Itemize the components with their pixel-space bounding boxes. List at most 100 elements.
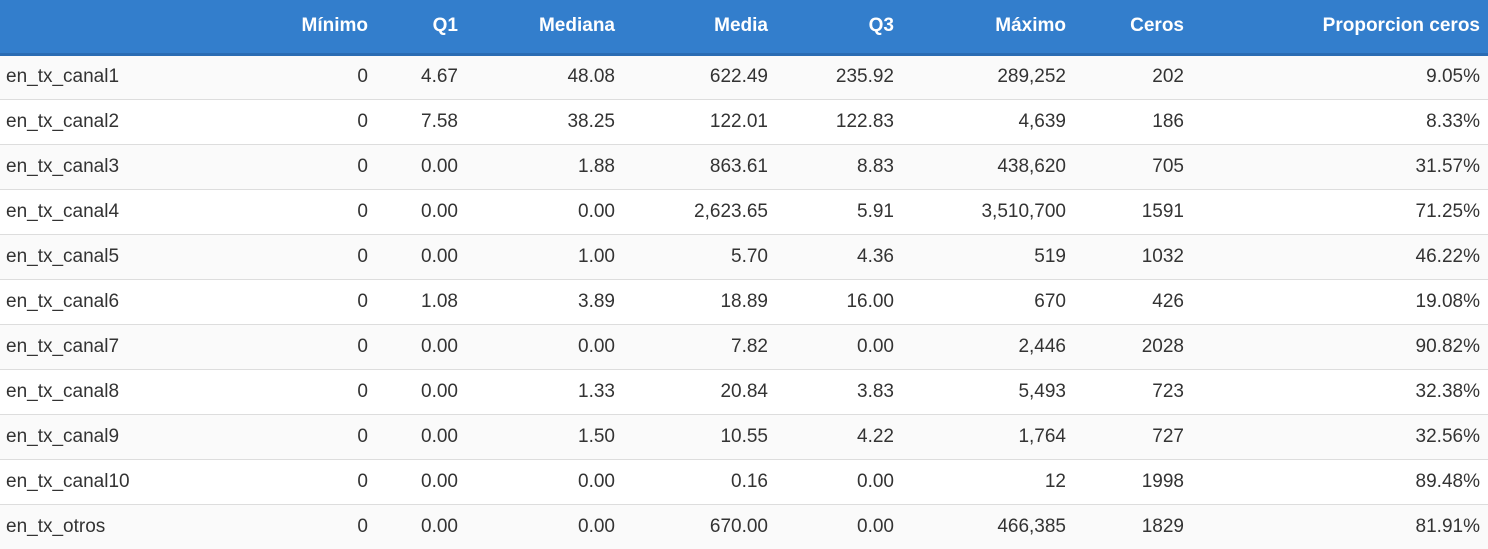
cell-q3: 4.36 <box>776 233 902 279</box>
table-row: en_tx_canal1 0 4.67 48.08 622.49 235.92 289,25… <box>0 54 1488 99</box>
cell-maximo: 670 <box>902 278 1074 324</box>
cell-mediana: 0.00 <box>466 458 623 504</box>
cell-q1: 4.67 <box>421 66 458 87</box>
cell-proporcion-ceros: 19.08% <box>1192 278 1488 324</box>
cell-maximo: 519 <box>902 233 1074 279</box>
cell-ceros: 1591 <box>1074 188 1192 234</box>
cell-media: 7.82 <box>623 323 776 369</box>
cell-ceros: 1032 <box>1074 233 1192 279</box>
cell-minimo: 0 <box>225 188 376 234</box>
cell-mediana: 38.25 <box>466 98 623 144</box>
table-row: en_tx_otros 0 0.00 0.00 670.00 0.00 466,385 182… <box>0 503 1488 549</box>
cell-minimo: 0 <box>225 413 376 459</box>
cell-q1: 0.00 <box>376 368 466 414</box>
cell-proporcion-ceros: 32.38% <box>1192 368 1488 414</box>
cell-media: 18.89 <box>623 278 776 324</box>
table-row: en_tx_canal5 0 0.00 1.00 5.70 4.36 519 1032 46.2… <box>0 233 1488 279</box>
table-row: en_tx_canal6 0 1.08 3.89 18.89 16.00 670 426 19.… <box>0 278 1488 324</box>
cell-ceros: 705 <box>1074 143 1192 189</box>
cell-q1: 0.00 <box>376 503 466 549</box>
cell-mediana: 1.50 <box>466 413 623 459</box>
cell-minimo: 0 <box>225 503 376 549</box>
cell-q3: 3.83 <box>776 368 902 414</box>
column-header-ceros: Ceros <box>1074 0 1192 56</box>
cell-ceros: 202 <box>1152 66 1184 87</box>
column-header-variable <box>0 0 225 56</box>
cell-q1: 0.00 <box>376 188 466 234</box>
cell-ceros: 1829 <box>1074 503 1192 549</box>
cell-mediana: 0.00 <box>466 188 623 234</box>
cell-q3: 122.83 <box>776 98 902 144</box>
cell-minimo: 0 <box>225 143 376 189</box>
cell-q3: 5.91 <box>776 188 902 234</box>
cell-q3: 0.00 <box>776 323 902 369</box>
cell-mediana: 48.08 <box>567 66 615 87</box>
cell-minimo: 0 <box>225 368 376 414</box>
cell-media: 122.01 <box>623 98 776 144</box>
cell-media: 2,623.65 <box>623 188 776 234</box>
cell-variable: en_tx_canal8 <box>0 368 225 414</box>
cell-proporcion-ceros: 8.33% <box>1192 98 1488 144</box>
cell-maximo: 466,385 <box>902 503 1074 549</box>
cell-proporcion-ceros: 71.25% <box>1192 188 1488 234</box>
column-header-proporcion-ceros: Proporcion ceros <box>1192 0 1488 56</box>
cell-q1: 7.58 <box>376 98 466 144</box>
cell-q1: 0.00 <box>376 233 466 279</box>
cell-maximo: 438,620 <box>902 143 1074 189</box>
cell-maximo: 12 <box>902 458 1074 504</box>
cell-variable: en_tx_canal10 <box>0 458 225 504</box>
column-header-q3: Q3 <box>776 0 902 56</box>
table-header: Mínimo Q1 Mediana Media Q3 Máximo Ceros Proporc… <box>0 0 1488 56</box>
table-body: en_tx_canal1 0 4.67 48.08 622.49 235.92 289,25… <box>0 54 1488 549</box>
cell-ceros: 1998 <box>1074 458 1192 504</box>
cell-maximo: 3,510,700 <box>902 188 1074 234</box>
column-header-q1: Q1 <box>376 0 466 56</box>
cell-maximo: 289,252 <box>997 66 1066 87</box>
cell-media: 863.61 <box>623 143 776 189</box>
cell-variable: en_tx_canal2 <box>0 98 225 144</box>
cell-media: 5.70 <box>623 233 776 279</box>
cell-q3: 235.92 <box>835 66 894 87</box>
cell-mediana: 1.00 <box>466 233 623 279</box>
cell-variable: en_tx_canal4 <box>0 188 225 234</box>
cell-media: 20.84 <box>623 368 776 414</box>
column-header-minimo: Mínimo <box>225 0 376 56</box>
cell-proporcion-ceros: 89.48% <box>1192 458 1488 504</box>
cell-media: 622.49 <box>709 66 768 87</box>
cell-q3: 4.22 <box>776 413 902 459</box>
cell-ceros: 2028 <box>1074 323 1192 369</box>
cell-q1: 0.00 <box>376 323 466 369</box>
cell-variable: en_tx_canal5 <box>0 233 225 279</box>
cell-variable: en_tx_canal9 <box>0 413 225 459</box>
cell-media: 10.55 <box>623 413 776 459</box>
cell-minimo: 0 <box>225 323 376 369</box>
cell-ceros: 723 <box>1074 368 1192 414</box>
cell-ceros: 186 <box>1074 98 1192 144</box>
cell-variable: en_tx_canal3 <box>0 143 225 189</box>
cell-minimo: 0 <box>357 66 368 87</box>
cell-q3: 0.00 <box>776 458 902 504</box>
column-header-mediana: Mediana <box>466 0 623 56</box>
cell-minimo: 0 <box>225 98 376 144</box>
cell-maximo: 2,446 <box>902 323 1074 369</box>
cell-proporcion-ceros: 81.91% <box>1192 503 1488 549</box>
cell-minimo: 0 <box>225 233 376 279</box>
table-row: en_tx_canal10 0 0.00 0.00 0.16 0.00 12 1998 89.4… <box>0 458 1488 504</box>
table-row: en_tx_canal8 0 0.00 1.33 20.84 3.83 5,493 723 32… <box>0 368 1488 414</box>
cell-mediana: 0.00 <box>466 503 623 549</box>
column-header-media: Media <box>623 0 776 56</box>
cell-variable: en_tx_canal6 <box>0 278 225 324</box>
cell-q1: 0.00 <box>376 143 466 189</box>
cell-proporcion-ceros: 31.57% <box>1192 143 1488 189</box>
cell-variable: en_tx_otros <box>0 503 225 549</box>
cell-variable: en_tx_canal1 <box>6 66 120 87</box>
cell-q3: 8.83 <box>776 143 902 189</box>
cell-minimo: 0 <box>225 278 376 324</box>
header-row: Mínimo Q1 Mediana Media Q3 Máximo Ceros Proporc… <box>0 0 1488 56</box>
cell-mediana: 0.00 <box>466 323 623 369</box>
table-row: en_tx_canal4 0 0.00 0.00 2,623.65 5.91 3,510,7… <box>0 188 1488 234</box>
cell-mediana: 3.89 <box>466 278 623 324</box>
table-row: en_tx_canal7 0 0.00 0.00 7.82 0.00 2,446 2028 90… <box>0 323 1488 369</box>
cell-proporcion-ceros: 90.82% <box>1192 323 1488 369</box>
